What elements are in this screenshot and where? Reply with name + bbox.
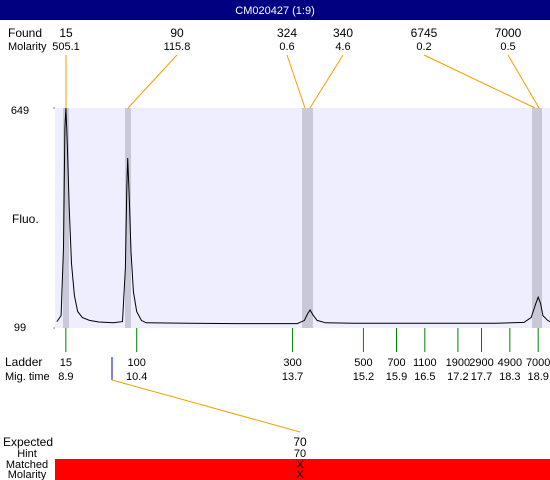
found-size: 7000	[495, 26, 522, 40]
ladder-time: 18.9	[527, 371, 548, 383]
peak-band	[302, 108, 308, 328]
y-axis-label: Fluo.	[12, 212, 39, 226]
found-size: 90	[170, 26, 184, 40]
title: CM020427 (1:9)	[235, 5, 315, 17]
matched-band	[55, 459, 550, 480]
found-molarity: 0.5	[500, 41, 515, 53]
found-molarity: 0.2	[416, 41, 431, 53]
ladder-size: 15	[60, 357, 72, 369]
peak-band	[63, 108, 69, 328]
peak-band	[307, 108, 313, 328]
expected-molarity-label: Molarity	[8, 469, 47, 480]
ladder-size: 500	[354, 357, 372, 369]
ladder-label: Ladder	[5, 355, 42, 369]
ladder-time: 17.7	[471, 371, 492, 383]
ladder-size: 100	[128, 357, 146, 369]
hint-value: 70	[294, 448, 306, 460]
ladder-time: 8.9	[58, 371, 73, 383]
found-molarity: 505.1	[52, 41, 80, 53]
hint-label: Hint	[17, 448, 37, 460]
ladder-time: 16.5	[414, 371, 435, 383]
found-size: 324	[277, 26, 297, 40]
found-size: 340	[333, 26, 353, 40]
peak-connector	[286, 54, 306, 109]
ladder-time: 15.9	[386, 371, 407, 383]
peak-connector	[507, 54, 540, 109]
mig-time-label: Mig. time	[5, 371, 50, 383]
ladder-size: 1900	[446, 357, 470, 369]
fluorescence-trace	[56, 107, 550, 325]
molarity-label: Molarity	[8, 41, 47, 53]
ladder-size: 4900	[498, 357, 522, 369]
ladder-time: 18.3	[499, 371, 520, 383]
ladder-size: 300	[283, 357, 301, 369]
peak-band	[536, 108, 542, 328]
expected-connector	[111, 379, 301, 433]
expected-value: 70	[293, 435, 307, 449]
peak-band	[532, 108, 538, 328]
found-molarity: 4.6	[335, 41, 350, 53]
ladder-size: 7000	[526, 357, 550, 369]
ladder-size: 2900	[469, 357, 493, 369]
peak-band	[125, 108, 131, 328]
found-molarity: 0.6	[279, 41, 294, 53]
ladder-size: 700	[387, 357, 405, 369]
ladder-time: 15.2	[353, 371, 374, 383]
title-bar	[0, 0, 550, 20]
ladder-time: 17.2	[447, 371, 468, 383]
peak-connector	[127, 54, 178, 109]
found-size: 15	[59, 26, 73, 40]
found-molarity: 115.8	[164, 41, 191, 53]
expected-label: Expected	[3, 435, 53, 449]
matched-value: X	[296, 459, 304, 471]
matched-label: Matched	[6, 459, 48, 471]
y-tick-label: 99	[14, 322, 26, 334]
ladder-time: 13.7	[282, 371, 303, 383]
ladder-time: 10.4	[126, 371, 147, 383]
expected-molarity-value: X	[296, 469, 304, 480]
peak-connector	[309, 54, 344, 109]
ladder-size: 1100	[413, 357, 437, 369]
peak-connector	[423, 54, 536, 109]
y-tick-label: 649	[11, 105, 29, 117]
found-size: 6745	[411, 26, 438, 40]
found-label: Found	[8, 26, 42, 40]
